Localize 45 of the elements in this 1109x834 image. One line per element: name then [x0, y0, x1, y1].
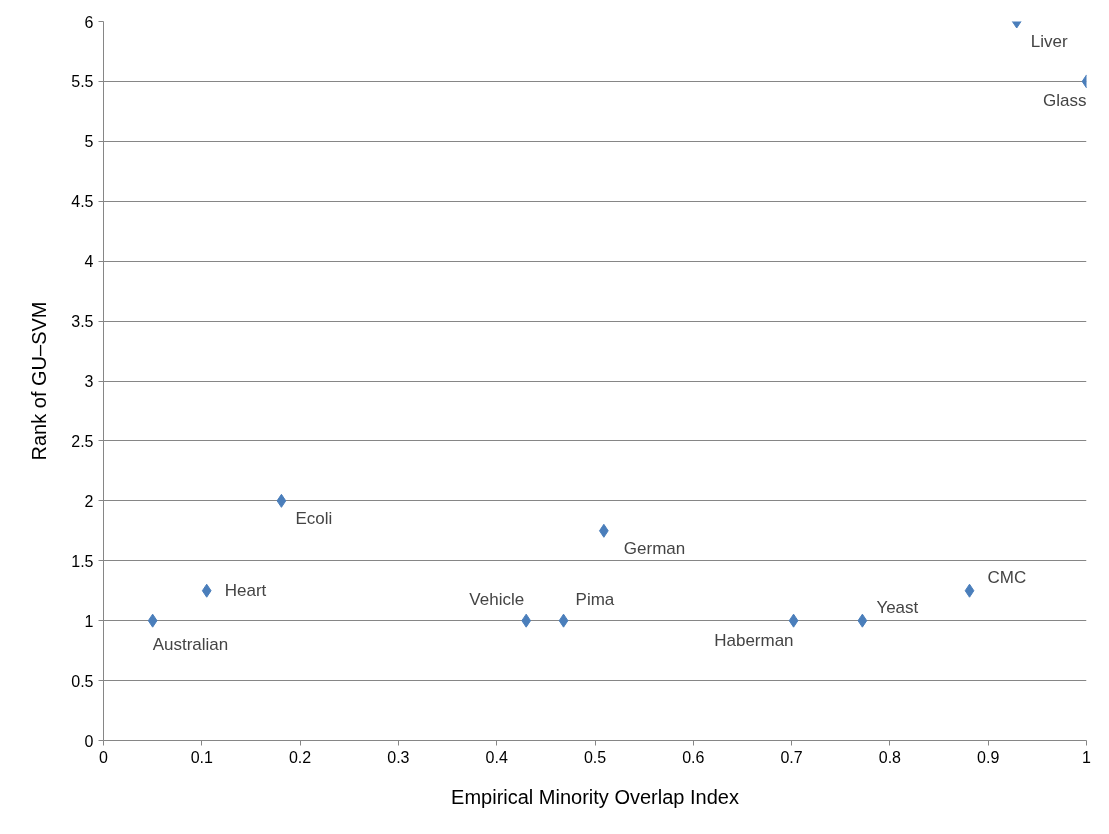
annotation: Yeast	[876, 597, 919, 617]
annotation: Vehicle	[469, 589, 525, 609]
annotation: CMC	[987, 567, 1027, 587]
y-tick-label: 3	[84, 373, 94, 390]
x-tick-label: 1	[1082, 748, 1092, 766]
point	[147, 613, 158, 628]
y-tick-label: 0	[84, 732, 94, 750]
y-axis-title: Rank of GU–SVM	[28, 301, 51, 461]
x-tick-label: 0.8	[878, 748, 902, 766]
annotation: Haberman	[714, 630, 794, 650]
annotation: German	[623, 538, 686, 558]
y-tick-label: 0.5	[71, 672, 94, 690]
point	[964, 583, 975, 598]
annotation: Australian	[152, 634, 229, 654]
x-tick-label: 0.5	[583, 748, 607, 766]
x-tick-label: 0.7	[780, 748, 803, 766]
point	[788, 613, 799, 628]
y-tick-label: 4	[84, 253, 94, 271]
x-tick-label: 0.4	[485, 748, 508, 766]
point	[857, 613, 868, 628]
x-tick-label: 0.1	[190, 748, 214, 766]
annotation: Heart	[224, 581, 267, 601]
x-tick-label: 0.9	[977, 748, 1000, 766]
x-tick-label: 0.6	[682, 748, 705, 766]
y-tick-label: 1	[84, 612, 94, 630]
y-tick-label: 1.5	[71, 552, 94, 570]
x-tick-label: 0.3	[387, 748, 410, 766]
point	[276, 493, 287, 508]
y-tick-label: 6	[84, 13, 94, 31]
x-tick-label: 0.2	[288, 748, 312, 766]
annotation: Glass	[1043, 91, 1087, 111]
y-tick-label: 2	[84, 492, 94, 510]
y-tick-label: 2.5	[71, 432, 94, 450]
annotation: Liver	[1030, 31, 1068, 51]
point	[521, 613, 532, 628]
y-tick-label: 3.5	[71, 313, 94, 331]
annotation: Ecoli	[295, 508, 333, 528]
y-tick-label: 5	[84, 133, 94, 151]
point	[201, 583, 212, 598]
y-tick-label: 5.5	[71, 73, 94, 91]
point	[558, 613, 569, 628]
x-axis-title: Empirical Minority Overlap Index	[451, 785, 739, 808]
y-tick-label: 4.5	[71, 193, 94, 211]
x-tick-label: 0	[99, 748, 109, 766]
annotation: Pima	[575, 589, 615, 609]
